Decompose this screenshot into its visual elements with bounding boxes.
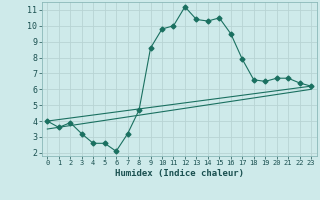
X-axis label: Humidex (Indice chaleur): Humidex (Indice chaleur) [115,169,244,178]
